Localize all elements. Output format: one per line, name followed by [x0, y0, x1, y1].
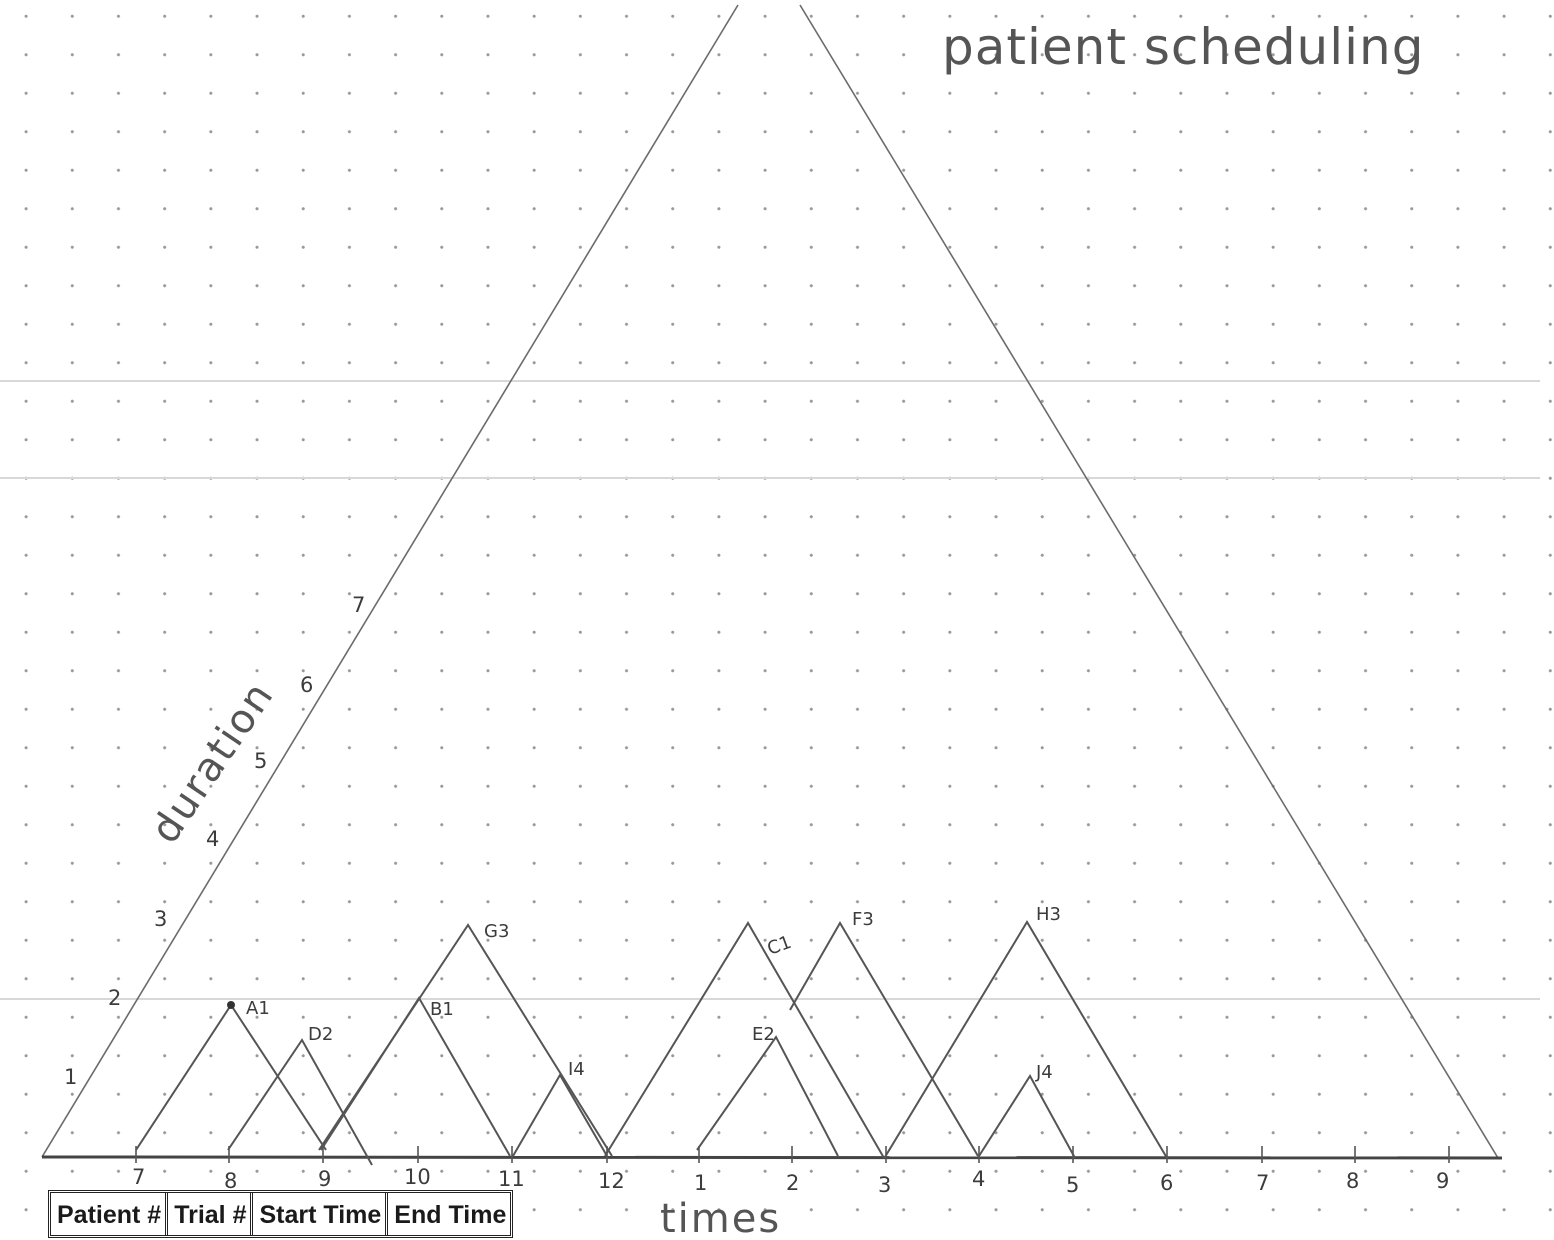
duration-tick: 5	[254, 749, 267, 773]
time-tick: 4	[972, 1167, 985, 1191]
time-tick: 11	[498, 1167, 525, 1191]
times-axis-label: times	[660, 1196, 781, 1240]
time-tick: 12	[598, 1169, 625, 1193]
ruled-line	[0, 477, 1540, 479]
peak-label: D2	[308, 1024, 333, 1045]
peak-label: E2	[752, 1024, 775, 1045]
time-tick: 10	[404, 1165, 431, 1189]
patient-triangle-a1	[135, 1003, 327, 1151]
duration-tick: 1	[64, 1065, 77, 1089]
axis-tick-marks	[135, 1146, 1450, 1163]
column-header-trial: Trial #	[168, 1193, 254, 1235]
duration-tick: 2	[108, 986, 121, 1010]
ruled-line	[0, 380, 1540, 382]
envelope-right-edge	[799, 4, 1499, 1159]
time-tick: 2	[786, 1171, 799, 1195]
column-header-end-time: End Time	[394, 1201, 507, 1229]
duration-tick: 6	[300, 673, 313, 697]
duration-tick: 7	[352, 593, 365, 617]
time-tick: 5	[1066, 1173, 1079, 1197]
time-tick: 8	[224, 1169, 237, 1193]
patient-triangle-c1	[604, 921, 885, 1159]
ruled-line	[0, 998, 1540, 1000]
peak-dot-a1	[227, 1001, 235, 1009]
time-tick: 7	[132, 1165, 145, 1189]
patient-triangle-d2	[227, 1038, 373, 1166]
diagram-title: patient scheduling	[942, 18, 1424, 76]
patient-triangle-j4	[978, 1074, 1076, 1159]
peak-label: C1	[765, 932, 795, 960]
time-tick: 9	[1436, 1169, 1449, 1193]
column-header-patient: Patient #	[51, 1193, 169, 1235]
time-tick: 1	[694, 1171, 707, 1195]
peak-label: F3	[852, 909, 874, 930]
patient-triangle-e2	[696, 1035, 839, 1157]
peak-label: H3	[1036, 904, 1061, 925]
peak-label: J4	[1035, 1062, 1053, 1083]
time-tick: 3	[878, 1173, 891, 1197]
time-tick: 7	[1256, 1171, 1269, 1195]
envelope-left-edge	[41, 4, 739, 1158]
patient-triangle-i4	[512, 1073, 608, 1157]
time-tick: 6	[1160, 1171, 1173, 1195]
patient-triangle-f3	[789, 921, 979, 1157]
time-axis-line	[41, 1155, 1503, 1160]
column-header-start-time: Start Time	[253, 1193, 389, 1235]
peak-label: A1	[246, 998, 270, 1019]
duration-tick: 4	[206, 827, 219, 851]
time-tick: 9	[318, 1167, 331, 1191]
peak-label: B1	[430, 999, 454, 1020]
patient-triangle-g3	[318, 923, 613, 1157]
patient-triangle-h3	[884, 920, 1168, 1159]
time-tick: 8	[1346, 1169, 1359, 1193]
peak-label: I4	[568, 1059, 585, 1080]
patient-triangle-b1	[320, 996, 511, 1157]
peak-label: G3	[484, 921, 509, 942]
duration-tick: 3	[154, 907, 167, 931]
schedule-table-header: Patient # Trial # Start Time End Time	[48, 1190, 514, 1238]
